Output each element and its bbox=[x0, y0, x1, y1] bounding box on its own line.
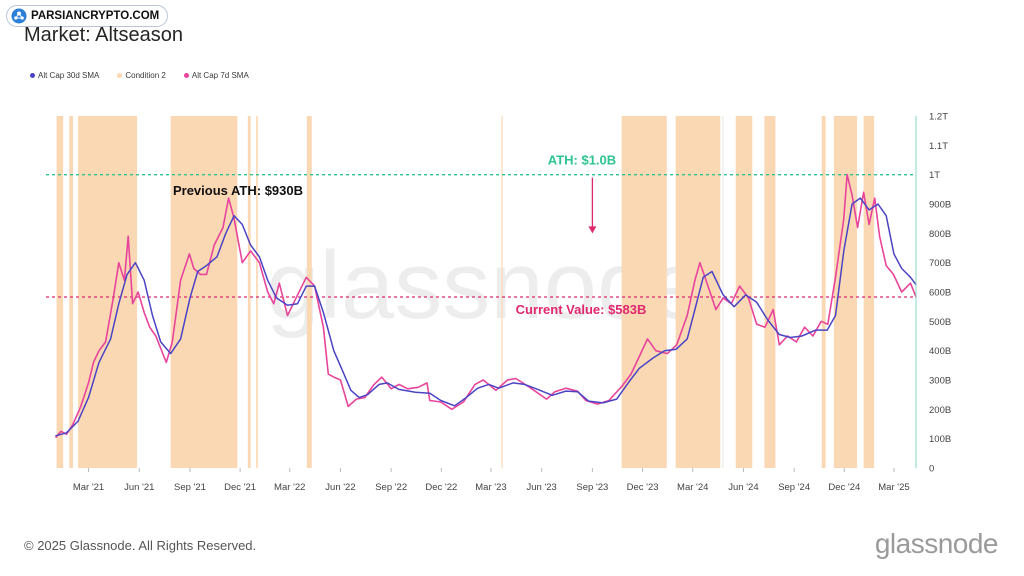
x-tick-label: Jun '23 bbox=[527, 482, 557, 493]
y-tick-label: 200B bbox=[929, 405, 951, 416]
x-tick-label: Mar '21 bbox=[73, 482, 104, 493]
y-tick-label: 800B bbox=[929, 229, 951, 240]
chart-legend: Alt Cap 30d SMA Condition 2 Alt Cap 7d S… bbox=[30, 71, 249, 80]
legend-label-sma7: Alt Cap 7d SMA bbox=[191, 71, 249, 80]
x-tick-label: Mar '25 bbox=[878, 482, 909, 493]
y-tick-label: 100B bbox=[929, 434, 951, 445]
y-tick-label: 600B bbox=[929, 288, 951, 299]
condition-band-12 bbox=[821, 116, 826, 468]
legend-item-sma30[interactable]: Alt Cap 30d SMA bbox=[30, 71, 99, 80]
y-tick-label: 300B bbox=[929, 376, 951, 387]
y-tick-label: 400B bbox=[929, 346, 951, 357]
condition-band-9 bbox=[675, 116, 721, 468]
condition-band-6 bbox=[306, 116, 312, 468]
condition-band-3 bbox=[170, 116, 238, 468]
x-tick-label: Jun '24 bbox=[728, 482, 758, 493]
condition-band-5 bbox=[256, 116, 258, 468]
x-tick-label: Dec '23 bbox=[627, 482, 659, 493]
series-line-sma30 bbox=[55, 197, 917, 437]
x-tick-label: Dec '21 bbox=[224, 482, 256, 493]
x-tick-label: Sep '23 bbox=[576, 482, 608, 493]
x-tick-label: Dec '24 bbox=[828, 482, 860, 493]
x-tick-label: Jun '21 bbox=[124, 482, 154, 493]
condition-band-13 bbox=[833, 116, 858, 468]
glassnode-logo: glassnode bbox=[874, 528, 999, 559]
x-tick-label: Mar '23 bbox=[475, 482, 506, 493]
x-tick-label: Sep '21 bbox=[174, 482, 206, 493]
legend-dot-sma30 bbox=[30, 73, 35, 78]
x-tick-label: Jun '22 bbox=[325, 482, 355, 493]
y-tick-label: 0 bbox=[929, 464, 934, 475]
x-tick-label: Sep '22 bbox=[375, 482, 407, 493]
condition-band-4 bbox=[247, 116, 251, 468]
legend-item-condition[interactable]: Condition 2 bbox=[117, 71, 166, 80]
legend-label-condition: Condition 2 bbox=[125, 71, 166, 80]
condition-band-1 bbox=[69, 116, 74, 468]
legend-dot-condition bbox=[117, 73, 123, 78]
ath-label: ATH: $1.0B bbox=[548, 153, 616, 168]
legend-item-sma7[interactable]: Alt Cap 7d SMA bbox=[183, 71, 249, 80]
condition-band-7 bbox=[501, 116, 503, 468]
x-tick-label: Sep '24 bbox=[778, 482, 810, 493]
series-line-sma7 bbox=[55, 173, 917, 438]
site-badge: PARSIANCRYPTO.COM bbox=[6, 5, 169, 27]
condition-band-14 bbox=[863, 116, 875, 468]
y-tick-label: 1T bbox=[929, 170, 940, 181]
y-tick-label: 1.1T bbox=[929, 141, 948, 152]
previous-ath-label: Previous ATH: $930B bbox=[173, 183, 303, 198]
condition-band-0 bbox=[56, 116, 64, 468]
page-title: Market: Altseason bbox=[24, 24, 183, 46]
y-tick-label: 700B bbox=[929, 258, 951, 269]
condition-band-8 bbox=[621, 116, 667, 468]
y-tick-label: 900B bbox=[929, 200, 951, 211]
x-tick-label: Dec '22 bbox=[425, 482, 457, 493]
y-tick-label: 500B bbox=[929, 317, 951, 328]
y-tick-label: 1.2T bbox=[929, 112, 948, 123]
condition-band-2 bbox=[78, 116, 138, 468]
current-value-label: Current Value: $583B bbox=[516, 302, 647, 317]
legend-label-sma30: Alt Cap 30d SMA bbox=[38, 71, 100, 80]
condition-band-11 bbox=[764, 116, 776, 468]
copyright-footer: © 2025 Glassnode. All Rights Reserved. bbox=[24, 538, 257, 553]
badge-text: PARSIANCRYPTO.COM bbox=[31, 10, 160, 22]
arrow-head bbox=[588, 226, 597, 234]
x-tick-label: Mar '22 bbox=[274, 482, 305, 493]
parsian-logo-icon bbox=[11, 8, 27, 24]
x-tick-label: Mar '24 bbox=[677, 482, 708, 493]
legend-dot-sma7 bbox=[183, 73, 189, 78]
